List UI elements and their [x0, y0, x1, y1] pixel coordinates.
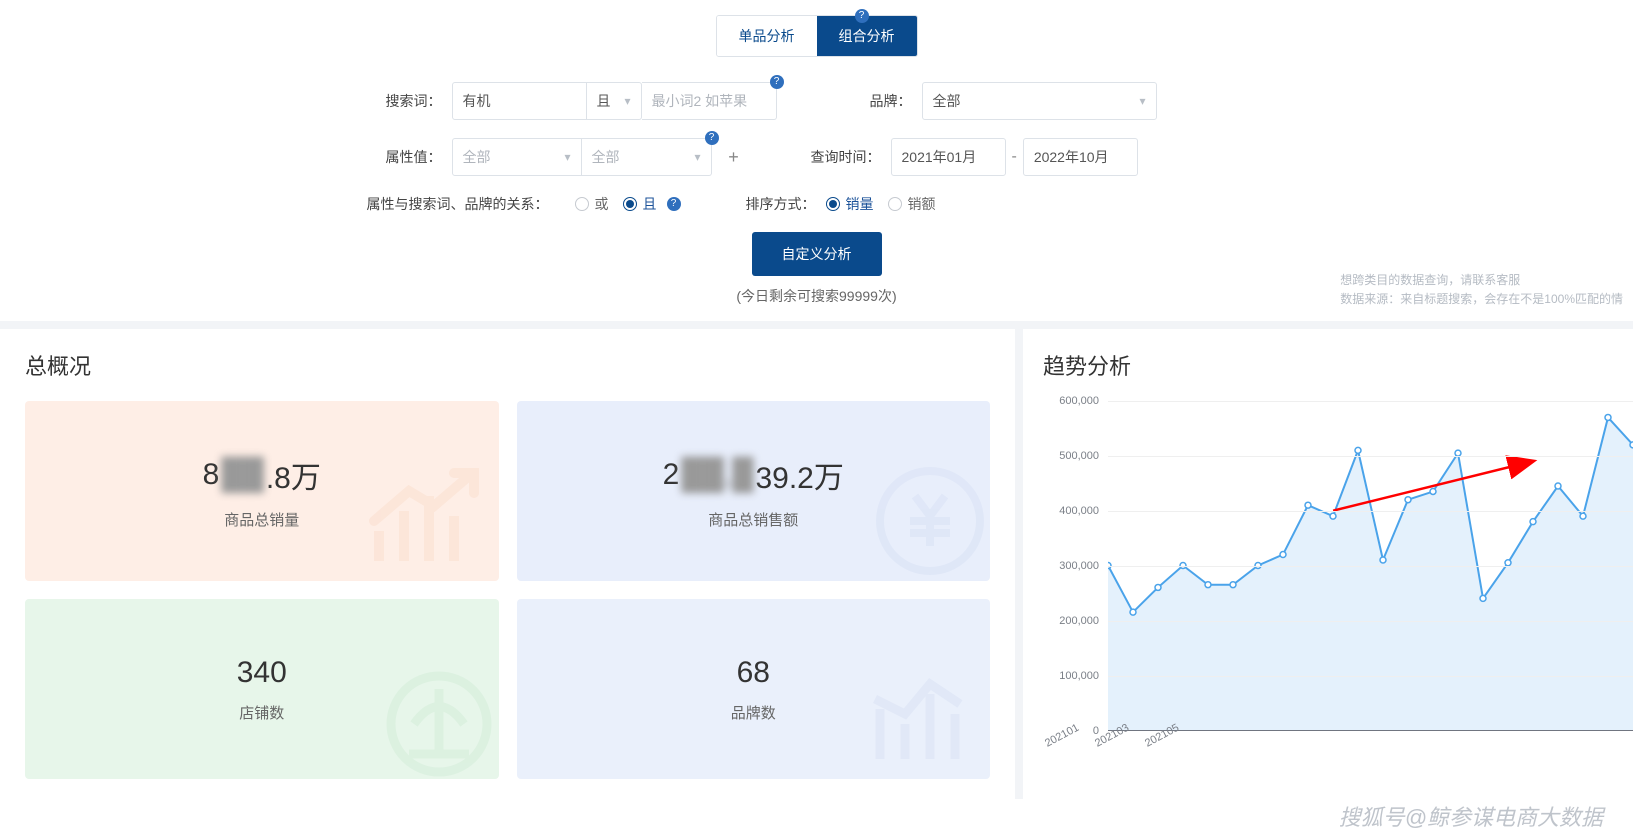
radio-relation-or[interactable]	[575, 197, 589, 211]
stat-card-total-sales: 8██.8万 商品总销量	[25, 401, 499, 581]
shop-icon	[359, 639, 499, 779]
bars-icon	[850, 649, 990, 779]
relation-label: 属性与搜索词、品牌的关系：	[367, 194, 549, 214]
stat-value: 340	[237, 656, 287, 690]
radio-label-and: 且	[643, 194, 657, 214]
attr-select-1[interactable]: 全部▾	[452, 138, 582, 176]
watermark: 搜狐号@鲸参谋电商大数据	[1339, 800, 1603, 832]
sort-label: 排序方式：	[741, 194, 816, 214]
trend-chart: 0100,000200,000300,000400,000500,000600,…	[1043, 401, 1633, 761]
stat-card-shop-count: 340 店铺数	[25, 599, 499, 779]
stat-label: 商品总销量	[224, 509, 299, 530]
tab-combo-analysis[interactable]: 组合分析	[817, 16, 917, 56]
search-input-2[interactable]: 最小词2 如苹果	[642, 82, 777, 120]
help-icon[interactable]: ?	[667, 197, 681, 211]
trend-title: 趋势分析	[1043, 349, 1633, 381]
chart-up-icon	[359, 461, 499, 581]
brand-select[interactable]: 全部▾	[922, 82, 1157, 120]
footnote-2: 数据来源：来自标题搜索，会存在不是100%匹配的情	[1340, 290, 1623, 309]
help-icon[interactable]: ?	[855, 9, 869, 23]
stat-label: 商品总销售额	[708, 509, 798, 530]
stat-card-brand-count: 68 品牌数	[517, 599, 991, 779]
help-icon[interactable]: ?	[705, 131, 719, 145]
conjunction-select[interactable]: 且▾	[587, 82, 642, 120]
brand-label: 品牌：	[837, 91, 912, 111]
radio-label-amount: 销额	[908, 194, 936, 214]
search-input-1[interactable]: 有机	[452, 82, 587, 120]
attr-label: 属性值：	[367, 147, 442, 167]
analysis-tabs: 单品分析 组合分析	[716, 15, 918, 57]
date-from-input[interactable]: 2021年01月	[891, 138, 1006, 176]
date-to-input[interactable]: 2022年10月	[1023, 138, 1138, 176]
radio-relation-and[interactable]	[623, 197, 637, 211]
footnote-1: 想跨类目的数据查询，请联系客服	[1340, 271, 1623, 290]
radio-sort-sales[interactable]	[826, 197, 840, 211]
time-label: 查询时间：	[806, 147, 881, 167]
date-separator: -	[1012, 148, 1017, 166]
attr-select-2[interactable]: 全部▾	[582, 138, 712, 176]
yen-coin-icon	[850, 441, 990, 581]
tab-single-analysis[interactable]: 单品分析	[717, 16, 817, 56]
radio-label-or: 或	[595, 194, 609, 214]
stat-label: 品牌数	[731, 702, 776, 723]
radio-label-sales: 销量	[846, 194, 874, 214]
overview-title: 总概况	[25, 349, 990, 381]
add-attr-button[interactable]: +	[722, 145, 746, 169]
stat-value: 68	[737, 656, 770, 690]
help-icon[interactable]: ?	[770, 75, 784, 89]
custom-analysis-button[interactable]: 自定义分析	[752, 232, 882, 276]
stat-label: 店铺数	[239, 702, 284, 723]
stat-card-total-revenue: 2██,█39.2万 商品总销售额	[517, 401, 991, 581]
radio-sort-amount[interactable]	[888, 197, 902, 211]
search-label: 搜索词：	[367, 91, 442, 111]
